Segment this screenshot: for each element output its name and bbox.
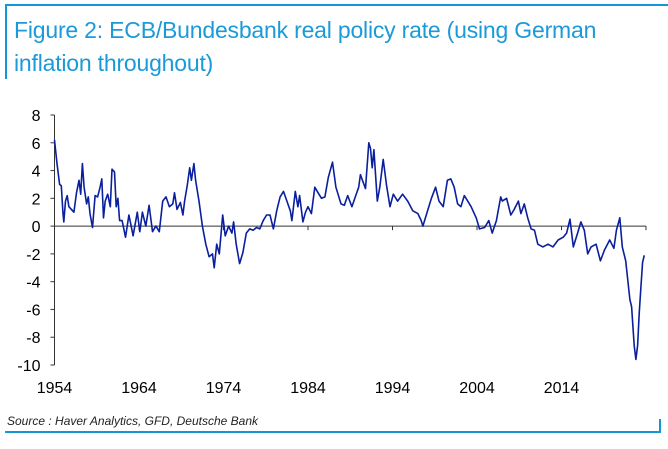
y-tick-label: -2	[26, 247, 40, 264]
x-axis: 1954 1964 1974 1984 1994 2004 2014	[37, 225, 647, 397]
x-tick-label: 1964	[121, 380, 157, 397]
frame-top-rule	[5, 4, 668, 6]
series-line-real-policy-rate	[53, 139, 646, 361]
source-note: Source : Haver Analytics, GFD, Deutsche …	[7, 414, 258, 428]
x-tick-label: 1984	[290, 380, 326, 397]
x-tick-label: 1994	[375, 380, 411, 397]
x-tick-label: 1974	[206, 380, 242, 397]
y-axis: 8 6 4 2 0 -2 -4 -6 -8 -10	[17, 108, 55, 375]
frame-right-rule	[659, 419, 661, 433]
y-tick-label: -8	[26, 330, 40, 347]
x-tick-label: 1954	[37, 380, 73, 397]
frame-left-rule	[5, 4, 7, 79]
y-tick-label: 2	[32, 191, 41, 208]
y-tick-label: -10	[17, 358, 40, 375]
x-tick-label: 2014	[544, 380, 580, 397]
y-tick-label: 4	[32, 164, 41, 181]
y-tick-label: 8	[32, 108, 41, 125]
y-tick-label: -6	[26, 302, 40, 319]
frame-bottom-rule	[5, 431, 661, 433]
x-tick-label: 2004	[459, 380, 495, 397]
chart-title: Figure 2: ECB/Bundesbank real policy rat…	[14, 17, 597, 76]
y-tick-label: 6	[32, 136, 41, 153]
y-tick-label: 0	[32, 219, 41, 236]
y-tick-label: -4	[26, 275, 40, 292]
